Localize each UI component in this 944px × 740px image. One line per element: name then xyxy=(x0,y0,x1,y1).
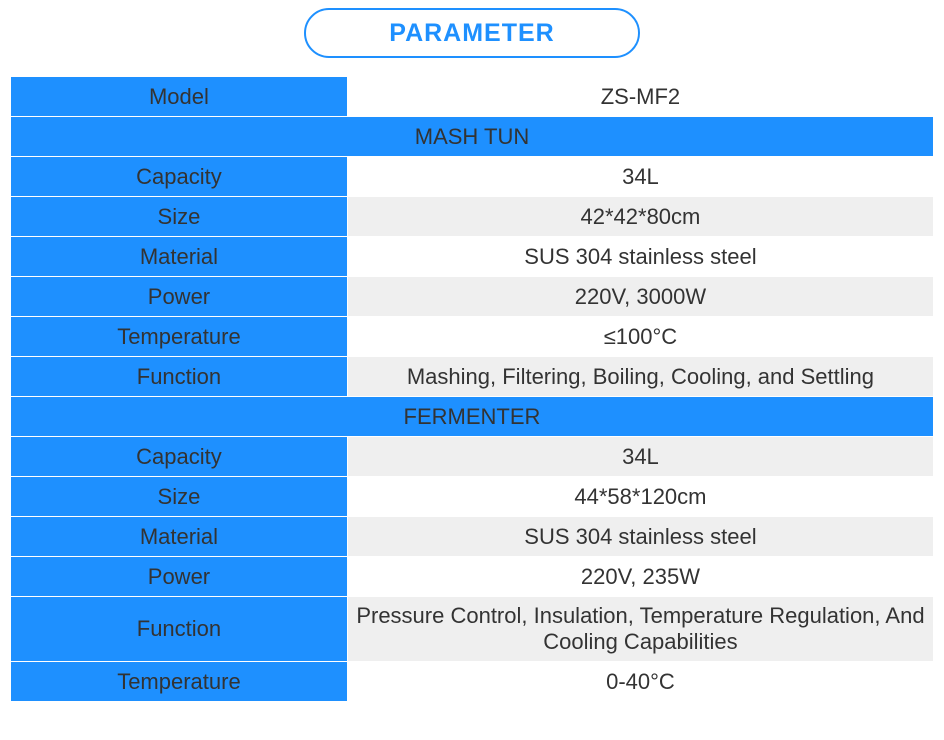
param-label: Material xyxy=(11,237,348,277)
param-value: 34L xyxy=(347,437,933,477)
param-label: Capacity xyxy=(11,157,348,197)
param-label: Power xyxy=(11,557,348,597)
param-label: Material xyxy=(11,517,348,557)
param-value: 42*42*80cm xyxy=(347,197,933,237)
param-label: Capacity xyxy=(11,437,348,477)
param-label: Function xyxy=(11,357,348,397)
param-label: Function xyxy=(11,597,348,662)
param-value: Pressure Control, Insulation, Temperatur… xyxy=(347,597,933,662)
param-value: ≤100°C xyxy=(347,317,933,357)
param-label: Size xyxy=(11,197,348,237)
param-value: 34L xyxy=(347,157,933,197)
param-value: SUS 304 stainless steel xyxy=(347,517,933,557)
param-label: Model xyxy=(11,77,348,117)
section-heading: MASH TUN xyxy=(11,117,934,157)
param-label: Temperature xyxy=(11,662,348,702)
param-value: 44*58*120cm xyxy=(347,477,933,517)
section-heading: FERMENTER xyxy=(11,397,934,437)
param-label: Size xyxy=(11,477,348,517)
param-value: SUS 304 stainless steel xyxy=(347,237,933,277)
param-value: 0-40°C xyxy=(347,662,933,702)
param-value: Mashing, Filtering, Boiling, Cooling, an… xyxy=(347,357,933,397)
param-label: Temperature xyxy=(11,317,348,357)
parameter-table: ModelZS-MF2MASH TUNCapacity34LSize42*42*… xyxy=(10,76,934,702)
param-value: ZS-MF2 xyxy=(347,77,933,117)
param-value: 220V, 235W xyxy=(347,557,933,597)
param-label: Power xyxy=(11,277,348,317)
page-title-badge: PARAMETER xyxy=(304,8,640,58)
param-value: 220V, 3000W xyxy=(347,277,933,317)
